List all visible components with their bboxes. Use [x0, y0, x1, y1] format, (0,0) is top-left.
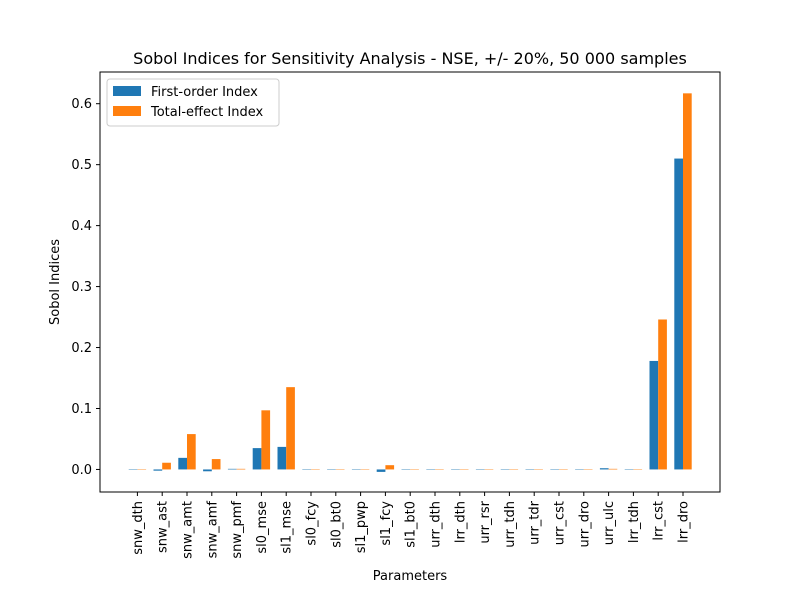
x-tick-label-snw-pmf: snw_pmf: [230, 501, 245, 559]
bar-first-order-sl0-mse: [252, 448, 262, 470]
bar-first-order-lrr-dro: [674, 158, 683, 470]
bar-total-effect-lrr-dro: [683, 93, 692, 470]
y-tick-label: 0.0: [71, 463, 92, 478]
x-tick-label-sl0-mse: sl0_mse: [255, 501, 270, 554]
bars-group: [128, 93, 692, 472]
x-tick-label-snw-amf: snw_amf: [205, 501, 220, 559]
x-axis: snw_dth snw_ast snw_amt snw_amf snw_pmf sl0_m…: [131, 492, 692, 559]
x-tick-label-snw-dth: snw_dth: [131, 501, 146, 555]
x-tick-label-urr-tdh: urr_tdh: [503, 501, 518, 548]
legend-swatch-first-order: [113, 86, 141, 96]
x-tick-label-urr-dth: urr_dth: [429, 501, 444, 548]
bar-total-effect-sl0-mse: [261, 410, 271, 470]
x-tick-label-lrr-cst: lrr_cst: [652, 501, 667, 541]
bar-total-effect-snw-amt: [187, 434, 196, 470]
x-tick-label-sl1-mse: sl1_mse: [280, 501, 295, 554]
legend-frame: [106, 78, 280, 127]
bar-first-order-snw-ast: [153, 469, 163, 471]
x-tick-label-sl0-bt0: sl0_bt0: [329, 501, 344, 548]
bar-first-order-sl1-mse: [277, 446, 287, 470]
bar-total-effect-snw-amf: [211, 459, 221, 470]
y-axis: 0.0 0.1 0.2 0.3 0.4 0.5 0.6: [71, 97, 100, 478]
x-tick-label-lrr-dth: lrr_dth: [453, 501, 468, 543]
bar-total-effect-lrr-cst: [658, 319, 667, 470]
x-tick-label-lrr-dro: lrr_dro: [677, 501, 692, 543]
y-tick-label: 0.2: [71, 341, 92, 356]
x-tick-label-urr-tdr: urr_tdr: [528, 500, 543, 545]
bar-total-effect-sl1-mse: [286, 387, 295, 470]
x-tick-label-sl1-pwp: sl1_pwp: [354, 501, 369, 553]
y-tick-label: 0.1: [71, 402, 92, 417]
bar-total-effect-snw-ast: [162, 462, 171, 470]
chart-title: Sobol Indices for Sensitivity Analysis -…: [133, 49, 687, 68]
x-tick-label-urr-rsr: urr_rsr: [478, 500, 493, 543]
bar-first-order-lrr-cst: [649, 360, 659, 470]
bar-total-effect-sl1-fcy: [385, 465, 395, 470]
plot-area-frame: [99, 71, 721, 493]
bar-first-order-snw-pmf: [227, 468, 237, 470]
x-tick-label-urr-ulc: urr_ulc: [602, 501, 617, 545]
x-tick-label-urr-cst: urr_cst: [553, 501, 568, 545]
bar-total-effect-snw-pmf: [236, 468, 246, 470]
y-tick-label: 0.6: [71, 97, 92, 112]
legend-label-first-order: First-order Index: [151, 85, 258, 100]
x-tick-label-snw-ast: snw_ast: [156, 501, 171, 553]
x-axis-label: Parameters: [373, 569, 448, 584]
legend-swatch-total-effect: [113, 106, 141, 116]
x-tick-label-lrr-tdh: lrr_tdh: [627, 501, 642, 543]
y-tick-label: 0.4: [71, 219, 92, 234]
legend-label-total-effect: Total-effect Index: [150, 105, 263, 120]
bar-first-order-sl1-fcy: [376, 469, 386, 472]
x-tick-label-sl1-fcy: sl1_fcy: [379, 501, 394, 546]
bar-first-order-urr-ulc: [599, 468, 609, 470]
x-tick-label-urr-dro: urr_dro: [577, 501, 592, 548]
y-tick-label: 0.3: [71, 280, 92, 295]
bar-first-order-snw-amf: [203, 469, 212, 472]
x-tick-label-sl1-bt0: sl1_bt0: [404, 501, 419, 548]
y-axis-label: Sobol Indices: [48, 239, 63, 325]
legend: First-order Index Total-effect Index: [106, 78, 280, 127]
x-tick-label-sl0-fcy: sl0_fcy: [305, 501, 320, 546]
x-tick-label-snw-amt: snw_amt: [181, 501, 196, 559]
y-tick-label: 0.5: [71, 158, 92, 173]
bar-total-effect-urr-ulc: [608, 468, 618, 470]
bar-first-order-snw-amt: [178, 457, 187, 470]
